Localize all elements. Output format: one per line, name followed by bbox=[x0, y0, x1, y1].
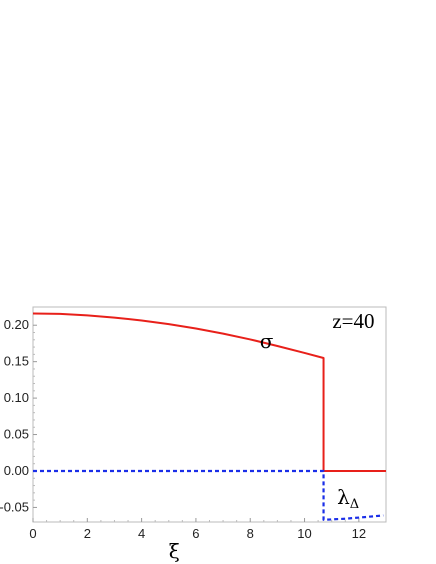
series-group bbox=[32, 312, 386, 521]
y-tick-label: 0.10 bbox=[4, 390, 29, 405]
x-tick-label: 10 bbox=[297, 526, 311, 541]
annotation-z: z=40 bbox=[332, 309, 374, 333]
annotation-sigma: σ bbox=[260, 329, 274, 353]
y-tick-label: 0.00 bbox=[4, 463, 29, 478]
plot-frame bbox=[32, 306, 387, 523]
series-lambda-line bbox=[33, 469, 384, 521]
annotation-lambda: λΔ bbox=[337, 485, 359, 512]
annotation-lambda-main: λ bbox=[337, 485, 350, 509]
tick-labels: 0 2 4 6 8 10 12 -0.05 0.00 0.05 0.10 0.15 0.20 bbox=[0, 317, 366, 541]
y-tick-label: 0.20 bbox=[4, 317, 29, 332]
axis-ticks bbox=[32, 324, 360, 522]
x-tick-label: 0 bbox=[29, 526, 36, 541]
x-tick-label: 2 bbox=[84, 526, 91, 541]
x-tick-label: 6 bbox=[192, 526, 199, 541]
y-tick-label: 0.15 bbox=[4, 354, 29, 369]
series-sigma-line bbox=[32, 312, 386, 472]
y-tick-label: 0.05 bbox=[4, 427, 29, 442]
annotation-lambda-sub: Δ bbox=[350, 497, 359, 512]
x-tick-label: 8 bbox=[247, 526, 254, 541]
x-axis-label: ξ bbox=[169, 539, 180, 563]
y-tick-label: -0.05 bbox=[0, 499, 29, 514]
x-tick-label: 4 bbox=[138, 526, 145, 541]
x-tick-label: 12 bbox=[352, 526, 366, 541]
